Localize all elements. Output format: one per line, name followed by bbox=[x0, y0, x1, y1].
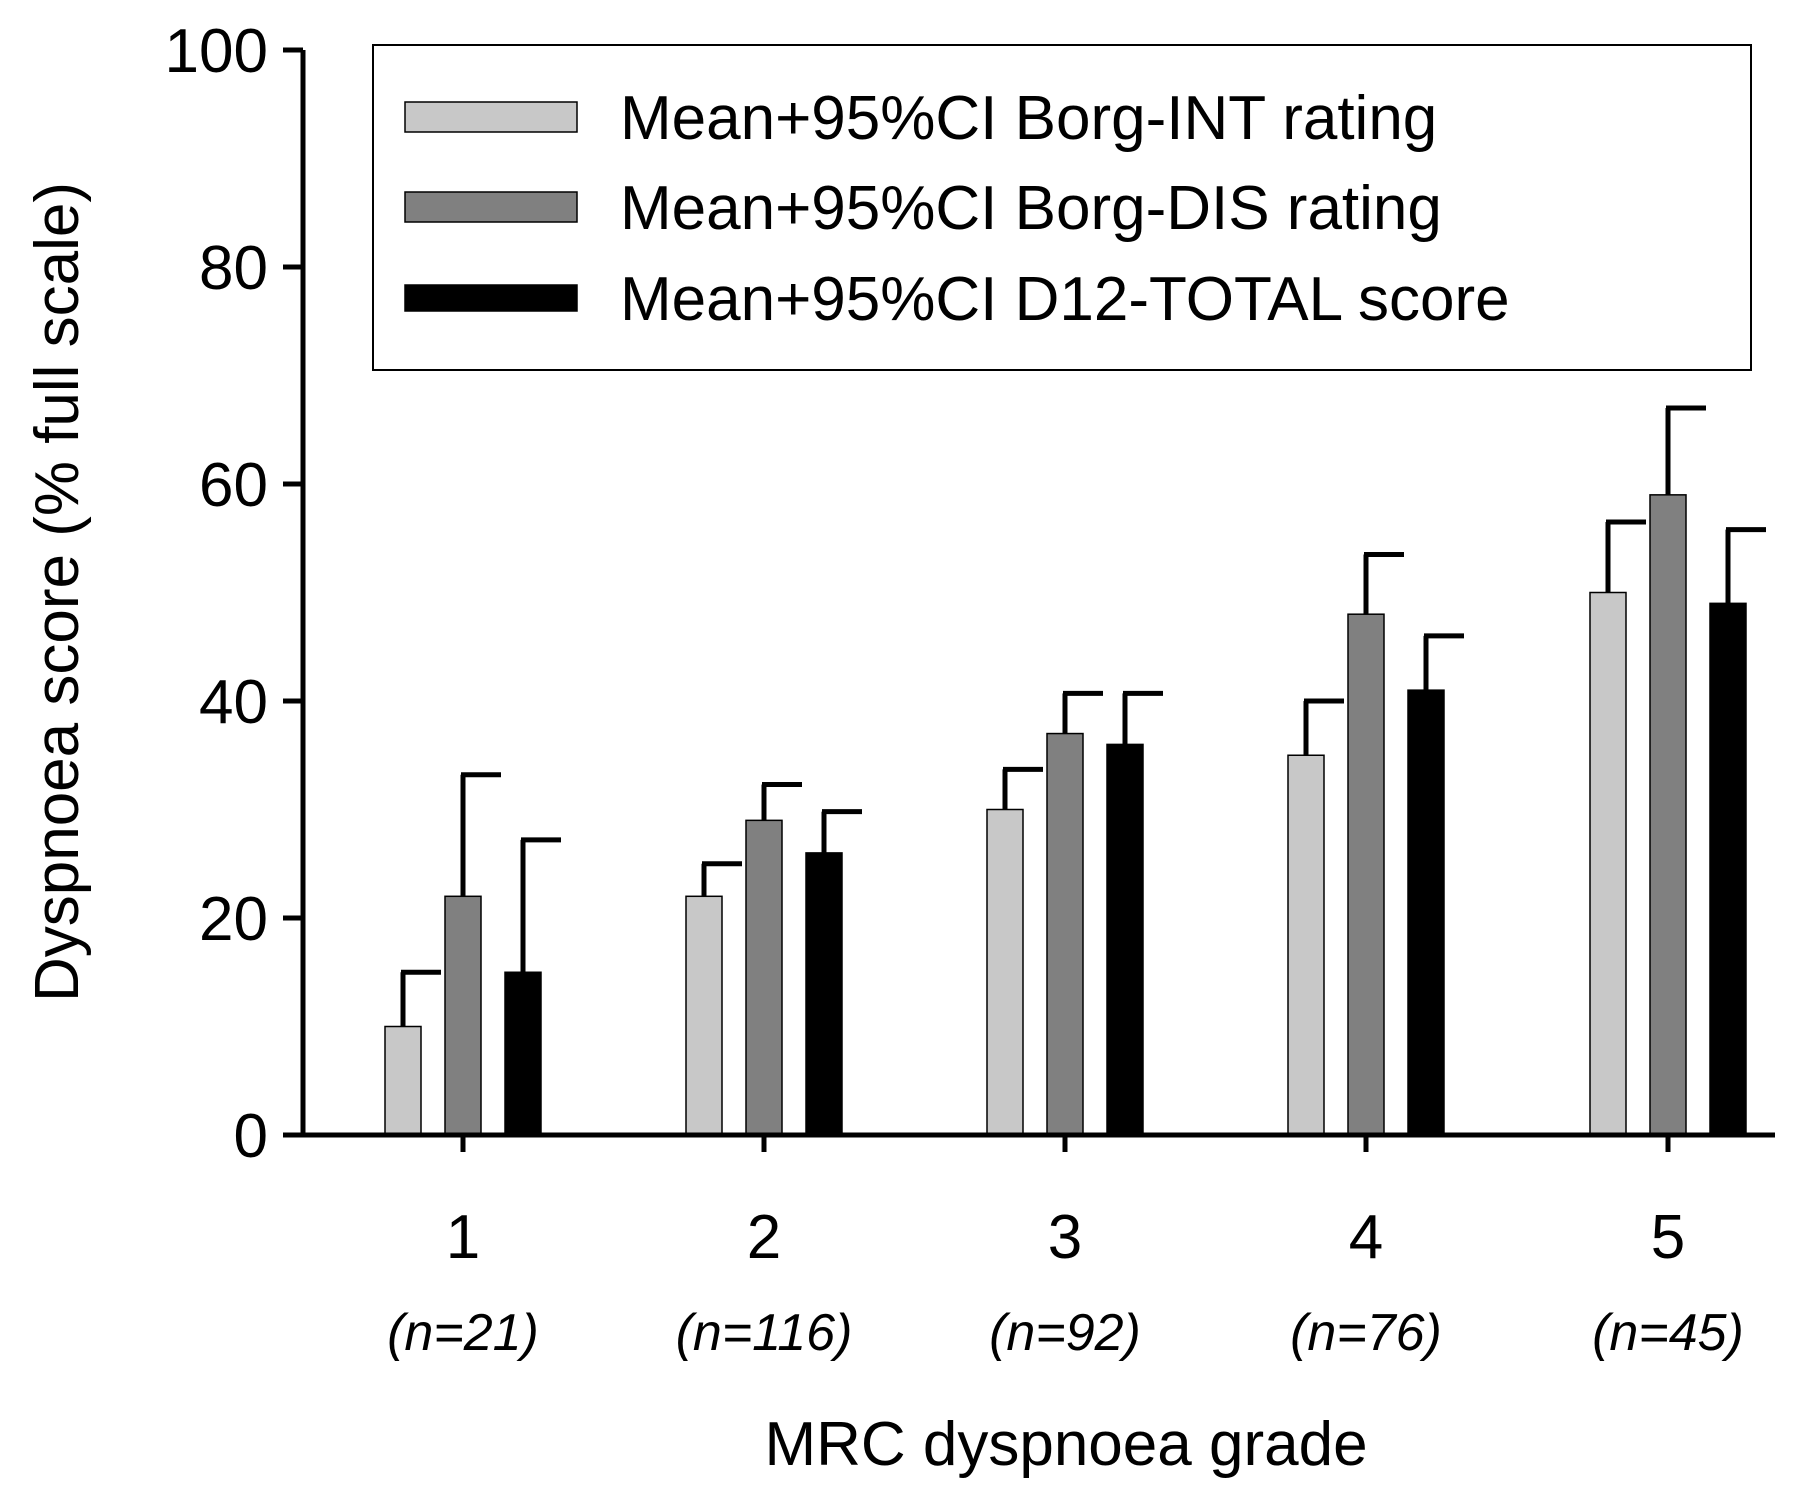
error-bars-layer bbox=[400, 405, 1766, 1027]
bar-series-2-cat-1 bbox=[444, 895, 482, 1136]
bar-series-3-cat-1 bbox=[504, 971, 542, 1136]
bar-series-3-cat-3 bbox=[1106, 743, 1144, 1136]
bar-series-2-cat-5 bbox=[1649, 494, 1687, 1136]
bar-series-1-cat-3 bbox=[986, 808, 1024, 1136]
x-sample-size-label: (n=21) bbox=[387, 1304, 539, 1362]
y-tick-label: 60 bbox=[199, 451, 268, 520]
axes bbox=[300, 50, 1775, 1138]
bar-series-3-cat-5 bbox=[1709, 602, 1747, 1136]
x-axis-title: MRC dyspnoea grade bbox=[764, 1410, 1367, 1479]
x-tick-label: 5 bbox=[1651, 1203, 1685, 1272]
y-ticks: 0 20 40 60 80 100 bbox=[165, 17, 303, 1171]
bar-series-1-cat-4 bbox=[1287, 754, 1325, 1136]
x-tick-label: 3 bbox=[1048, 1203, 1082, 1272]
x-tick-label: 1 bbox=[446, 1203, 480, 1272]
y-tick-label: 0 bbox=[234, 1102, 268, 1171]
legend-label: Mean+95%CI Borg-DIS rating bbox=[620, 174, 1442, 243]
bar-series-2-cat-4 bbox=[1347, 613, 1385, 1136]
x-sample-size-label: (n=92) bbox=[989, 1304, 1141, 1362]
y-tick-label: 80 bbox=[199, 234, 268, 303]
legend-label: Mean+95%CI Borg-INT rating bbox=[620, 84, 1437, 153]
bar-series-1-cat-2 bbox=[685, 895, 723, 1136]
x-ticks: 1 (n=21) 2 (n=116) 3 (n=92) 4 (n=76) 5 (n=45) bbox=[387, 1135, 1744, 1362]
legend-box bbox=[372, 44, 1752, 371]
x-tick-label: 4 bbox=[1349, 1203, 1383, 1272]
x-sample-size-label: (n=116) bbox=[676, 1304, 853, 1362]
bar-series-1-cat-1 bbox=[384, 1025, 422, 1136]
legend-swatch bbox=[404, 101, 578, 133]
bar-series-3-cat-4 bbox=[1407, 689, 1445, 1136]
bar-series-2-cat-3 bbox=[1046, 732, 1084, 1136]
x-sample-size-label: (n=76) bbox=[1290, 1304, 1442, 1362]
legend: Mean+95%CI Borg-INT rating Mean+95%CI Bor… bbox=[372, 44, 1752, 371]
bar-series-3-cat-2 bbox=[805, 852, 843, 1136]
y-axis-title: Dyspnoea score (% full scale) bbox=[23, 182, 92, 1002]
legend-label: Mean+95%CI D12-TOTAL score bbox=[620, 265, 1510, 334]
bar-series-2-cat-2 bbox=[745, 819, 783, 1136]
bar-series-1-cat-5 bbox=[1589, 591, 1627, 1136]
y-tick-label: 100 bbox=[165, 17, 268, 86]
legend-swatch bbox=[404, 191, 578, 223]
bars-layer bbox=[384, 494, 1747, 1136]
legend-swatch bbox=[404, 284, 578, 312]
y-tick-label: 40 bbox=[199, 668, 268, 737]
x-tick-label: 2 bbox=[747, 1203, 781, 1272]
y-tick-label: 20 bbox=[199, 885, 268, 954]
x-sample-size-label: (n=45) bbox=[1592, 1304, 1744, 1362]
